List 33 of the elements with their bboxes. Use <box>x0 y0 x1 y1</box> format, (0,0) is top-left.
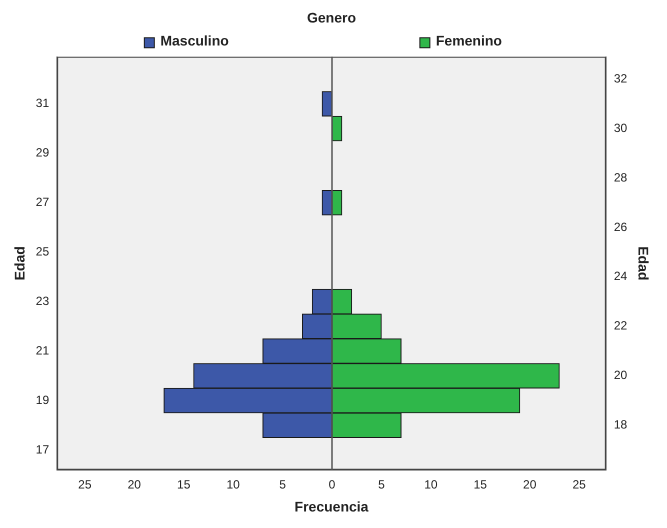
x-tick-label: 25 <box>572 477 586 492</box>
x-tick-label: 15 <box>474 477 488 492</box>
y2-tick-label: 26 <box>614 220 628 234</box>
x-tick-label: 5 <box>279 477 286 492</box>
y-tick-label: 19 <box>36 392 50 407</box>
x-tick-label: 25 <box>78 477 92 492</box>
y2-tick-label: 22 <box>614 318 628 333</box>
legend-label: Masculino <box>160 32 229 49</box>
x-tick-label: 10 <box>226 477 240 492</box>
x-tick-label: 10 <box>424 477 438 492</box>
y-tick-label: 21 <box>36 343 50 358</box>
y-tick-label: 25 <box>36 244 50 258</box>
y-axis-title: Edad <box>11 246 28 280</box>
y-tick-label: 31 <box>36 96 50 110</box>
legend-label: Femenino <box>436 32 502 49</box>
y-tick-label: 29 <box>36 146 50 160</box>
x-axis-title: Frecuencia <box>294 498 369 514</box>
y2-axis-title: Edad <box>636 246 652 280</box>
y-tick-label: 17 <box>36 442 50 456</box>
x-tick-label: 5 <box>378 477 386 492</box>
y2-tick-label: 30 <box>614 120 628 135</box>
y2-tick-label: 20 <box>614 368 628 382</box>
x-tick-label: 15 <box>177 477 191 492</box>
x-tick-label: 20 <box>128 477 142 492</box>
y-tick-label: 23 <box>36 294 50 308</box>
y2-tick-label: 24 <box>614 269 628 284</box>
y2-tick-label: 18 <box>614 418 628 432</box>
x-tick-label: 0 <box>328 477 336 492</box>
x-tick-label: 20 <box>523 477 537 492</box>
chart-title: Genero <box>306 9 356 26</box>
y2-tick-label: 28 <box>614 170 628 184</box>
y-tick-label: 27 <box>36 195 50 210</box>
y2-tick-label: 32 <box>614 71 628 86</box>
